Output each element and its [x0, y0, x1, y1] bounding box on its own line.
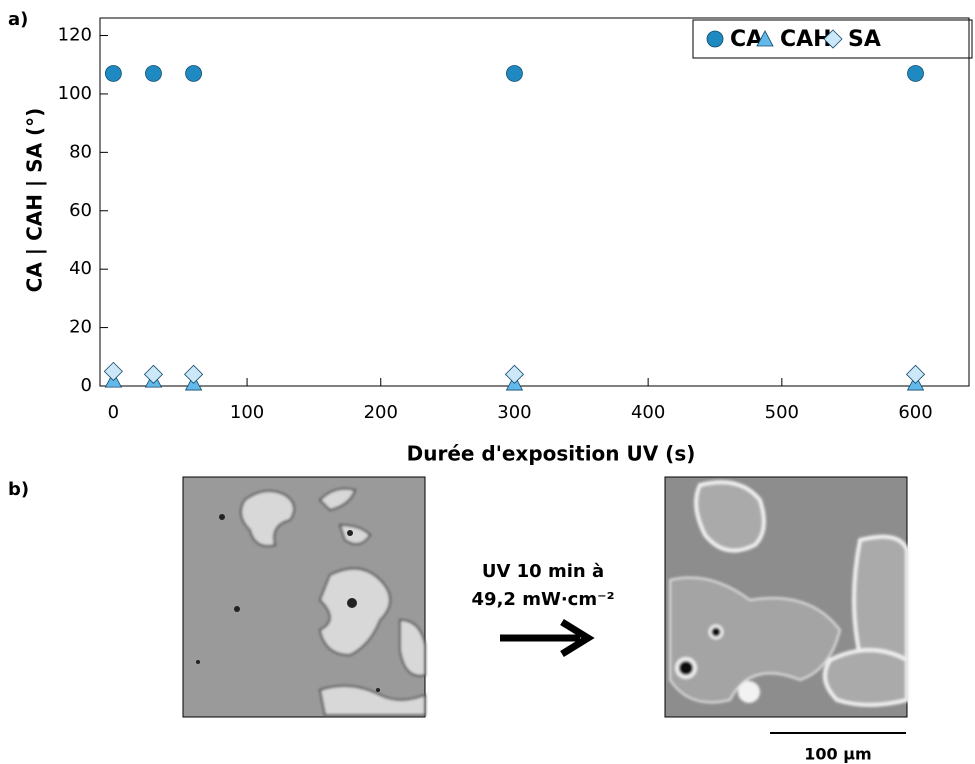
arrow-text: 49,2 mW·cm⁻²: [472, 589, 615, 610]
panel-label: a): [8, 9, 28, 30]
point: [504, 364, 525, 384]
legend-marker: [706, 30, 724, 48]
scale-bar-label: 100 µm: [804, 745, 871, 764]
x-tick-label: 100: [230, 402, 264, 423]
point: [506, 65, 523, 82]
y-tick-label: 100: [58, 83, 92, 104]
y-tick-label: 120: [58, 25, 92, 46]
point: [905, 364, 926, 384]
point: [103, 361, 123, 381]
plot-frame: [99, 17, 970, 387]
x-tick-label: 200: [364, 402, 398, 423]
y-axis-label: CA | CAH | SA (°): [23, 108, 47, 293]
arrow-text: UV 10 min à: [482, 561, 604, 582]
point: [907, 65, 924, 82]
legend-marker: [756, 30, 774, 47]
arrow-head: [560, 619, 595, 657]
x-tick-label: 600: [898, 402, 932, 423]
legend-label: CA: [730, 27, 763, 52]
y-tick-label: 40: [69, 258, 92, 279]
x-tick-label: 300: [497, 402, 531, 423]
legend-label: SA: [848, 27, 881, 52]
point: [184, 364, 204, 384]
legend-marker: [823, 29, 843, 49]
point: [185, 65, 202, 82]
legend-label: CAH: [780, 27, 832, 52]
sem-image-after: [664, 476, 909, 718]
point: [145, 65, 162, 82]
y-tick-label: 80: [69, 141, 92, 162]
point: [143, 364, 164, 384]
point: [104, 65, 122, 82]
y-tick-label: 60: [69, 200, 92, 221]
panel-label: b): [8, 479, 29, 500]
x-tick-label: 500: [765, 402, 799, 423]
x-tick-label: 400: [631, 402, 665, 423]
x-tick-label: 0: [108, 402, 119, 423]
sem-image-before: [182, 476, 426, 718]
y-tick-label: 0: [81, 375, 92, 396]
y-tick-label: 20: [69, 317, 92, 338]
x-axis-label: Durée d'exposition UV (s): [407, 442, 696, 466]
